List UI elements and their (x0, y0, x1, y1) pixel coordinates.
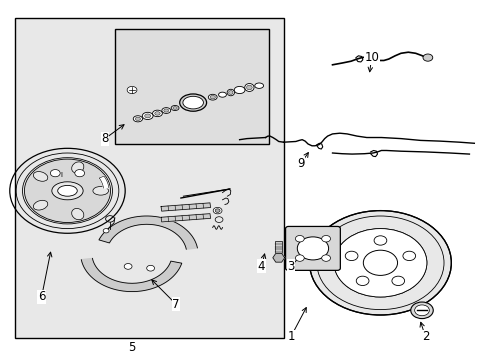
Ellipse shape (33, 200, 48, 210)
Ellipse shape (173, 107, 177, 109)
Circle shape (50, 170, 60, 177)
Circle shape (422, 54, 432, 61)
Circle shape (356, 276, 368, 285)
Ellipse shape (210, 95, 215, 99)
Bar (15, 18, 283, 338)
Circle shape (295, 255, 304, 261)
Circle shape (24, 159, 110, 222)
Ellipse shape (52, 182, 83, 200)
Ellipse shape (218, 92, 226, 97)
Ellipse shape (183, 96, 203, 109)
Circle shape (345, 251, 357, 261)
Circle shape (295, 235, 304, 242)
Circle shape (410, 302, 432, 319)
Ellipse shape (246, 85, 252, 90)
Circle shape (373, 236, 386, 245)
Ellipse shape (171, 105, 179, 111)
Ellipse shape (133, 116, 142, 122)
Text: 1: 1 (286, 330, 294, 343)
Circle shape (333, 229, 426, 297)
Ellipse shape (58, 185, 77, 196)
Ellipse shape (33, 172, 48, 181)
Circle shape (124, 264, 132, 269)
Circle shape (146, 265, 154, 271)
Bar (275, 241, 282, 256)
Ellipse shape (72, 162, 83, 173)
Text: 6: 6 (38, 291, 45, 303)
Ellipse shape (228, 91, 232, 94)
Circle shape (127, 86, 137, 94)
Ellipse shape (162, 108, 170, 113)
Ellipse shape (72, 208, 83, 220)
Ellipse shape (244, 84, 254, 91)
Ellipse shape (254, 83, 263, 88)
Circle shape (297, 237, 328, 260)
Circle shape (414, 305, 428, 316)
Circle shape (215, 209, 220, 212)
Ellipse shape (142, 112, 153, 120)
Ellipse shape (226, 89, 234, 96)
Text: l: l (61, 172, 62, 177)
Ellipse shape (93, 186, 108, 195)
Text: 9: 9 (296, 157, 304, 170)
Circle shape (309, 211, 450, 315)
Polygon shape (272, 253, 284, 262)
Circle shape (103, 229, 109, 233)
Polygon shape (161, 214, 210, 222)
Text: 4: 4 (257, 260, 265, 273)
Bar (115, 29, 268, 144)
Circle shape (75, 170, 84, 177)
Circle shape (391, 276, 404, 285)
Circle shape (402, 251, 415, 261)
Circle shape (321, 235, 330, 242)
Text: 7: 7 (172, 298, 180, 311)
Text: 3: 3 (286, 260, 294, 273)
Ellipse shape (154, 112, 160, 115)
Polygon shape (99, 216, 197, 249)
Text: 5: 5 (128, 341, 136, 354)
Text: 10: 10 (364, 51, 378, 64)
FancyBboxPatch shape (285, 226, 340, 270)
Polygon shape (81, 258, 182, 292)
Ellipse shape (180, 94, 206, 111)
Circle shape (321, 255, 330, 261)
Ellipse shape (152, 110, 162, 117)
Polygon shape (161, 203, 210, 211)
Circle shape (213, 207, 222, 214)
Ellipse shape (163, 109, 168, 112)
Ellipse shape (234, 86, 244, 94)
Ellipse shape (144, 114, 150, 118)
Text: 2: 2 (421, 330, 428, 343)
Text: 8: 8 (101, 132, 109, 145)
Circle shape (363, 250, 397, 275)
Ellipse shape (135, 117, 140, 121)
Ellipse shape (208, 94, 217, 100)
Polygon shape (99, 176, 109, 188)
